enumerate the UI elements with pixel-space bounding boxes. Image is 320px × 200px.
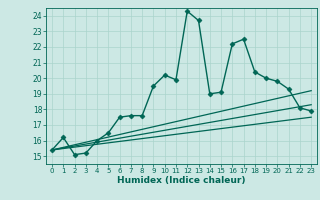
- X-axis label: Humidex (Indice chaleur): Humidex (Indice chaleur): [117, 176, 246, 185]
